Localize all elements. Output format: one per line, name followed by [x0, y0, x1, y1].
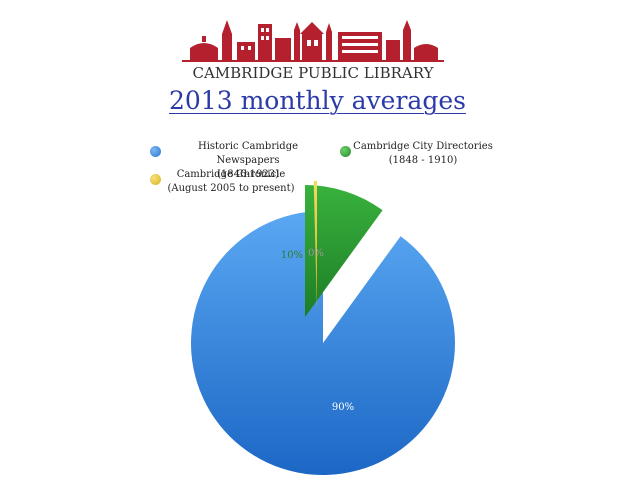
- page-title: 2013 monthly averages: [169, 86, 466, 115]
- library-logo: CAMBRIDGE PUBLIC LIBRARY: [182, 20, 444, 82]
- legend-item-directories: Cambridge City Directories (1848 - 1910): [353, 140, 493, 168]
- legend-label-chronicle: Cambridge Chronicle: [176, 169, 286, 180]
- legend-sublabel-chronicle: (August 2005 to present): [167, 183, 295, 194]
- pie-slice-chronicle: [313, 181, 317, 313]
- data-label-newspapers: 90%: [332, 402, 354, 413]
- logo-text: CAMBRIDGE PUBLIC LIBRARY: [192, 64, 434, 82]
- data-label-directories: 10%: [281, 250, 303, 261]
- legend-swatch-chronicle: [150, 174, 161, 185]
- legend-swatch-newspapers: [150, 146, 161, 157]
- pie-slice-newspapers: [191, 211, 455, 476]
- pie-slice-directories: [305, 185, 383, 317]
- data-label-chronicle: 0%: [308, 248, 324, 259]
- legend-item-newspapers: Historic Cambridge Newspapers (1846-1923…: [166, 140, 330, 182]
- legend-item-chronicle: Cambridge Chronicle (August 2005 to pres…: [160, 168, 302, 196]
- legend-sublabel-newspapers: (1846-1923): [216, 169, 280, 180]
- legend-label-directories: Cambridge City Directories: [353, 141, 493, 152]
- legend-swatch-directories: [340, 146, 351, 157]
- legend-sublabel-directories: (1848 - 1910): [388, 155, 458, 166]
- legend-label-newspapers: Historic Cambridge Newspapers: [197, 141, 299, 166]
